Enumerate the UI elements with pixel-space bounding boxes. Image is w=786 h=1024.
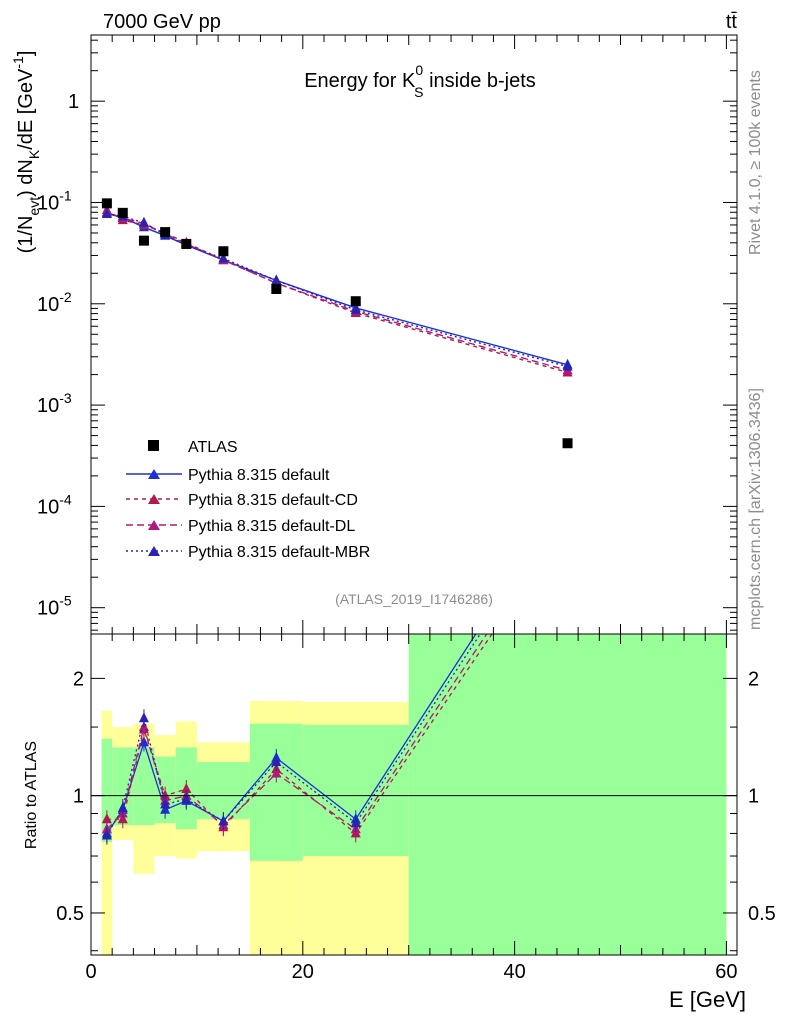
ratio-y-tick-label-left-0: 0.5 <box>56 903 84 925</box>
ratio-band-inner-0 <box>101 738 113 843</box>
ratio-series-marker-3-0 <box>101 829 112 840</box>
main-series-marker-3-7 <box>350 303 361 314</box>
ratio-y-tick-label-right-2: 2 <box>748 668 759 690</box>
ratio-y-tick-label-right-0: 0.5 <box>748 903 776 925</box>
ratio-series-marker-1-0 <box>101 813 112 824</box>
ratio-plot-series <box>91 634 737 845</box>
legend-label-mbr: Pythia 8.315 default-MBR <box>188 544 370 561</box>
ratio-series-marker-0-2 <box>138 736 149 747</box>
x-axis-label: E [GeV] <box>669 987 746 1012</box>
ratio-y-axis-label: Ratio to ATLAS <box>23 741 40 849</box>
atlas-data-point-8 <box>562 438 573 449</box>
main-series-marker-3-5 <box>218 252 229 263</box>
main-series-marker-3-2 <box>138 216 149 227</box>
legend-label-default: Pythia 8.315 default <box>188 467 330 484</box>
atlas-data-point-0 <box>101 198 112 209</box>
ratio-y-tick-label-left-1: 1 <box>73 786 84 808</box>
x-tick-label-1: 20 <box>292 961 314 983</box>
atlas-data-point-4 <box>181 238 192 249</box>
plot-title: Energy for K0 S inside b-jets <box>304 62 536 100</box>
main-y-tick-label-5: 10-5 <box>37 593 72 620</box>
atlas-data-point-6 <box>271 283 282 294</box>
legend-marker-cd <box>148 494 160 504</box>
rivet-version-label: Rivet 4.1.0, ≥ 100k events <box>747 70 764 255</box>
ratio-series-marker-3-2 <box>138 712 149 723</box>
main-y-tick-label-0: 1 <box>68 91 79 113</box>
ratio-series-marker-3-7 <box>350 817 361 828</box>
legend-marker-dl <box>148 520 160 530</box>
ratio-band-inner-2 <box>133 747 155 826</box>
analysis-label: (ATLAS_2019_I1746286) <box>335 591 493 607</box>
ratio-series-marker-3-3 <box>160 798 171 809</box>
main-plot-series <box>101 204 573 377</box>
main-series-marker-3-8 <box>562 360 573 371</box>
x-tick-label-2: 40 <box>503 961 525 983</box>
legend-label-atlas: ATLAS <box>188 439 238 456</box>
main-series-line-1 <box>106 209 568 374</box>
main-series-line-0 <box>106 212 568 366</box>
header-right: tt̄ <box>726 11 738 33</box>
atlas-data-point-3 <box>160 227 171 238</box>
ratio-band-inner-6 <box>249 723 303 861</box>
main-series-marker-3-0 <box>101 207 112 218</box>
ratio-series-marker-3-5 <box>218 815 229 826</box>
legend-marker-atlas <box>148 440 159 451</box>
ratio-y-tick-label-right-1: 1 <box>748 786 759 808</box>
atlas-data-point-1 <box>117 207 128 218</box>
legend: ATLAS Pythia 8.315 default Pythia 8.315 … <box>126 439 370 561</box>
atlas-data-point-5 <box>218 246 229 257</box>
legend-marker-mbr <box>148 546 160 556</box>
axes-frames <box>90 34 738 956</box>
x-tick-label-0: 0 <box>85 961 96 983</box>
main-y-axis-label: (1/Nevt) dNK/dE [GeV-1] <box>10 51 42 254</box>
ratio-band-inner-8 <box>408 634 727 955</box>
atlas-data-point-7 <box>350 296 361 307</box>
header-left: 7000 GeV pp <box>103 11 221 33</box>
main-y-tick-label-3: 10-3 <box>37 390 72 417</box>
main-series-line-3 <box>106 213 568 368</box>
ratio-series-marker-3-4 <box>181 793 192 804</box>
ratio-series-marker-2-6 <box>271 767 282 778</box>
x-tick-label-3: 60 <box>715 961 737 983</box>
ratio-band-inner-1 <box>112 747 134 826</box>
main-y-tick-label-2: 10-2 <box>37 289 72 316</box>
tick-labels: 110-110-210-310-410-50.5 0.51 12 20 20 40 60 <box>37 91 776 983</box>
main-y-tick-label-4: 10-4 <box>37 491 72 518</box>
atlas-data-points <box>101 198 573 449</box>
legend-label-cd: Pythia 8.315 default-CD <box>188 492 358 509</box>
atlas-data-point-2 <box>138 235 149 246</box>
ratio-plot-frame <box>90 633 738 956</box>
main-series-marker-3-6 <box>271 274 282 285</box>
mcplots-label: mcplots.cern.ch [arXiv:1306.3436] <box>747 388 764 630</box>
main-series-line-2 <box>106 211 568 372</box>
ratio-y-tick-label-left-2: 2 <box>73 668 84 690</box>
ratio-band-inner-5 <box>196 762 250 820</box>
legend-marker-default <box>148 469 160 479</box>
ratio-series-marker-3-6 <box>271 756 282 767</box>
ratio-uncertainty-bands <box>101 634 727 955</box>
ratio-series-marker-3-1 <box>117 801 128 812</box>
main-y-tick-label-1: 10-1 <box>37 187 72 214</box>
legend-label-dl: Pythia 8.315 default-DL <box>188 518 355 535</box>
